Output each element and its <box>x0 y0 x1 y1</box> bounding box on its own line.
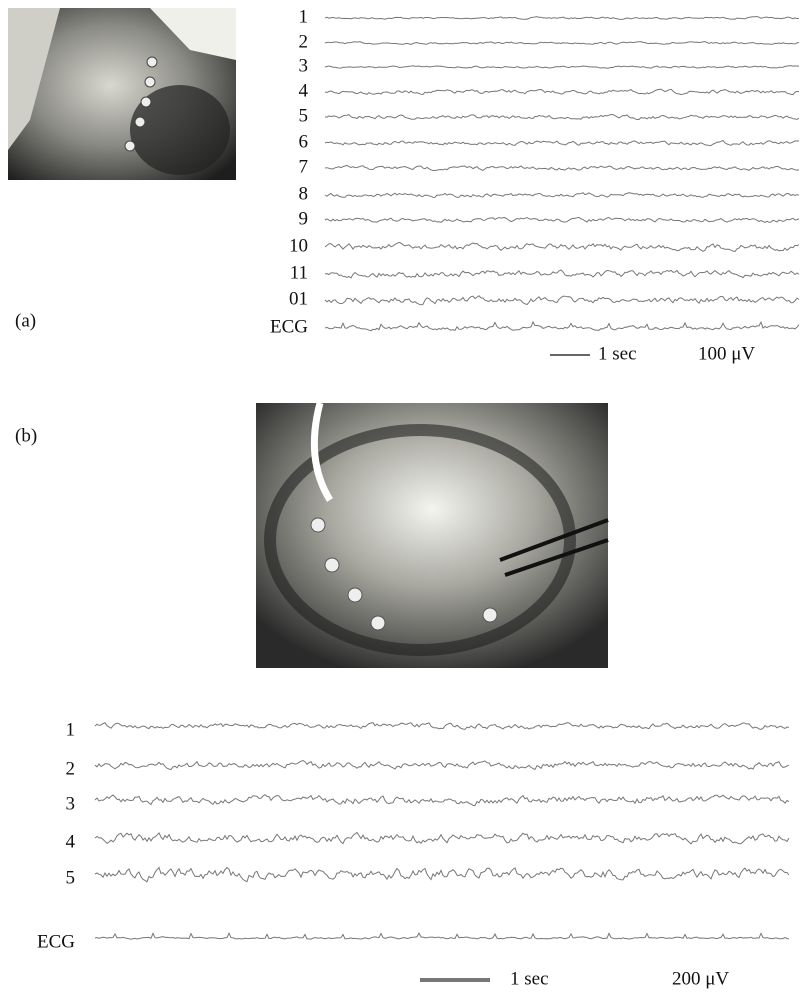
panel-label: (a) <box>15 310 36 331</box>
eeg-trace <box>325 270 799 278</box>
eeg-trace <box>325 89 799 95</box>
eeg-trace <box>325 322 799 331</box>
channel-label: 01 <box>289 288 308 309</box>
channel-label: 1 <box>299 6 309 27</box>
panel-label: (b) <box>15 425 37 446</box>
eeg-trace <box>325 217 799 222</box>
figure: (a) (b) 1 sec 100 μV 1 sec 200 μV 1 2 3 4 5 6… <box>0 0 805 994</box>
eeg-trace <box>325 141 799 146</box>
eeg-trace <box>95 761 789 770</box>
channel-label: 2 <box>299 31 309 52</box>
channel-label: 3 <box>66 793 76 814</box>
eeg-trace <box>95 795 789 806</box>
channel-label: 10 <box>289 235 308 256</box>
eeg-trace <box>325 42 799 45</box>
channel-label: 8 <box>299 183 309 204</box>
channel-label: ECG <box>270 316 308 337</box>
amplitude-scale: 100 μV <box>698 343 755 364</box>
eeg-trace <box>325 193 799 198</box>
photo-b <box>256 403 608 668</box>
channel-label: 4 <box>299 80 309 101</box>
eeg-trace <box>325 115 799 120</box>
time-scale: 1 sec <box>510 968 549 989</box>
channel-label: 5 <box>66 867 76 888</box>
eeg-trace <box>95 868 789 882</box>
eeg-trace <box>95 723 789 730</box>
channel-label: 7 <box>299 156 309 177</box>
channel-label: 6 <box>299 131 309 152</box>
eeg-trace <box>95 933 789 939</box>
photo-a <box>8 8 236 180</box>
eeg-trace <box>95 833 789 844</box>
channel-label: 9 <box>299 208 309 229</box>
channel-label: 2 <box>66 758 76 779</box>
eeg-trace <box>325 242 799 251</box>
amplitude-scale: 200 μV <box>672 968 729 989</box>
channel-label: 5 <box>299 105 309 126</box>
channel-label: 4 <box>66 831 76 852</box>
eeg-trace <box>325 66 799 69</box>
time-scale: 1 sec <box>598 343 637 364</box>
channel-label: 3 <box>299 55 309 76</box>
eeg-trace <box>325 165 799 170</box>
channel-label: 11 <box>290 262 308 283</box>
eeg-trace <box>325 17 799 20</box>
eeg-trace <box>325 296 799 305</box>
channel-label: ECG <box>37 931 75 952</box>
channel-label: 1 <box>66 719 76 740</box>
